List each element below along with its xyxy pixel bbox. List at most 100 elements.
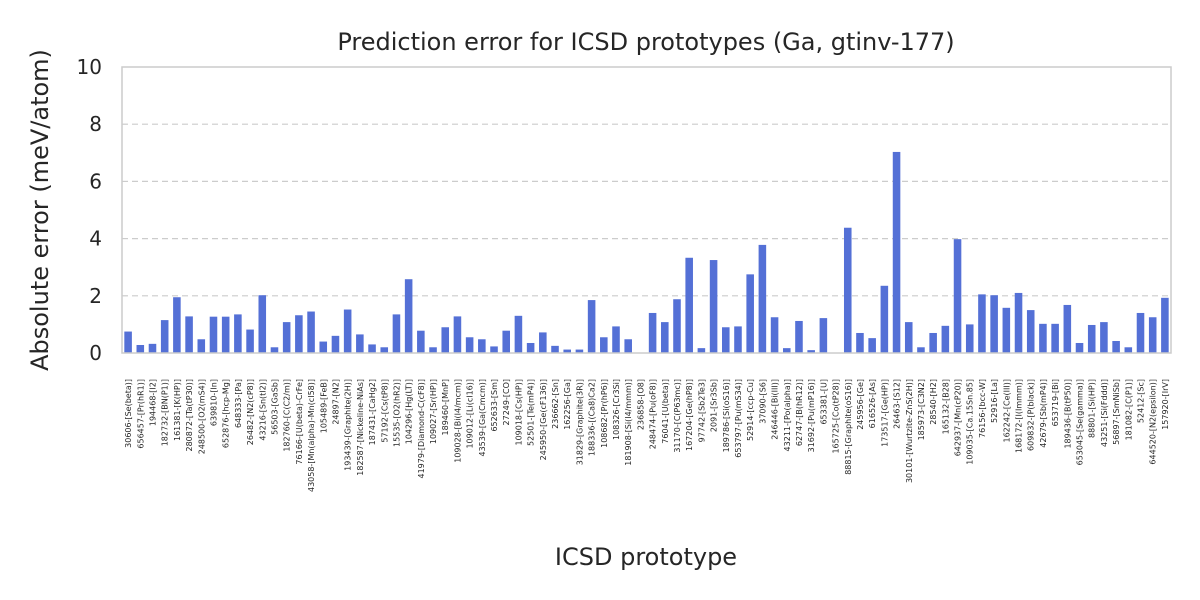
x-tick-label: 57192-[Cs(tP8)] — [380, 379, 389, 443]
x-tick-label: 185973-[C3N2] — [917, 379, 926, 440]
bar — [868, 338, 876, 353]
x-tick-label: 165725-[Co(tP28)] — [832, 379, 841, 454]
bar — [539, 332, 547, 353]
x-tick-label: 108682-[Pr(hP6)] — [600, 379, 609, 448]
bar — [770, 317, 779, 353]
bar — [197, 339, 206, 353]
x-tick-label: 616526-[As] — [868, 379, 877, 428]
bar — [722, 327, 730, 353]
x-tick-label: 182732-[BN(P1)] — [161, 379, 170, 446]
x-tick-label: 109012-[Li(cI16)] — [466, 379, 475, 449]
x-tick-label: 52914-[ccp-Cu] — [746, 379, 755, 441]
bar — [136, 344, 145, 353]
x-tick-label: 182587-[Nickeline-NiAs] — [356, 379, 365, 476]
bar — [173, 297, 181, 353]
x-tick-label: 97742-[Sb2Te3] — [697, 379, 706, 442]
bar — [368, 344, 376, 353]
x-tick-label: 653045-[Se(gamma)] — [1076, 379, 1085, 465]
bar — [380, 347, 389, 353]
y-tick-label: 6 — [89, 169, 102, 193]
bar — [685, 257, 693, 353]
bar — [221, 316, 230, 353]
bar — [612, 326, 620, 353]
x-tick-label: 194468-[I2] — [148, 379, 157, 426]
bar — [551, 345, 559, 353]
x-tick-label: 189786-[Si(oS16)] — [722, 379, 731, 452]
bar — [575, 349, 584, 353]
bar — [526, 342, 535, 353]
x-tick-label: 26482-[N2(cP8)] — [246, 379, 255, 445]
bar — [514, 315, 523, 353]
x-tick-label: 31692-[Pu(mP16)] — [807, 379, 816, 452]
bar — [782, 348, 791, 353]
y-tick-label: 8 — [89, 112, 102, 136]
bar — [978, 294, 986, 353]
x-tick-label: 193439-[Graphite(2H)] — [344, 379, 353, 471]
bar — [587, 300, 596, 353]
x-tick-label: 188336-[(Ca8)Ca2] — [588, 379, 597, 456]
x-tick-label: 181082-[C(P1)] — [1124, 379, 1133, 440]
bar — [417, 330, 425, 353]
x-tick-label: 653381-[U] — [819, 379, 828, 425]
x-tick-label: 653719-[Bi] — [1051, 379, 1060, 426]
x-tick-label: 15535-[O2(hR2)] — [392, 379, 401, 447]
x-tick-label: 42679-[Sb(mP4)] — [1039, 379, 1048, 448]
bar — [246, 329, 254, 353]
x-tick-label: 105489-[FeB] — [319, 379, 328, 433]
x-tick-label: 62747-[B(hR12)] — [795, 379, 804, 446]
x-tick-label: 644520-[N2(epsilon)] — [1149, 379, 1158, 465]
bar — [1063, 304, 1072, 353]
x-tick-label: 165132-[B28] — [941, 379, 950, 434]
x-tick-label: 2091-[Sr3Sb] — [710, 379, 719, 432]
bar — [502, 330, 511, 353]
bar — [1112, 340, 1120, 353]
x-tick-label: 162242-[Ce(III)] — [1002, 379, 1011, 443]
x-tick-label: 88801-[Si(HP)] — [1088, 379, 1097, 438]
bar — [673, 299, 681, 353]
bar — [843, 227, 852, 353]
x-tick-label: 245956-[Ge] — [856, 379, 865, 430]
y-tick-label: 2 — [89, 284, 102, 308]
bar — [990, 295, 998, 353]
x-tick-label: 88815-[Graphite(oS16)] — [844, 379, 853, 475]
x-tick-label: 609832-[P(black)] — [1027, 379, 1036, 451]
x-tick-label: 24897-[N2] — [331, 379, 340, 425]
y-tick-label: 10 — [77, 55, 102, 79]
bar — [917, 347, 925, 353]
x-tick-label: 37090-[S6] — [758, 379, 767, 424]
bar — [465, 337, 474, 353]
x-tick-label: 652876-[hcp-Mg] — [222, 379, 231, 448]
x-tick-label: 109027-[Sr(HP)] — [429, 379, 438, 444]
bar — [1136, 312, 1145, 353]
x-tick-label: 187431-[CaHg2] — [368, 379, 377, 445]
bar — [1148, 317, 1157, 353]
bar — [1026, 310, 1035, 353]
x-tick-label: 173517-[Ge(HP)] — [880, 379, 889, 447]
x-tick-label: 31170-[C(P63mc)] — [673, 379, 682, 453]
bar — [1051, 323, 1059, 353]
chart-title: Prediction error for ICSD prototypes (Ga… — [337, 28, 954, 56]
x-tick-label: 157920-[IrV] — [1161, 379, 1170, 430]
y-tick-labels: 0 2 4 6 8 10 — [77, 55, 102, 365]
bar — [356, 334, 364, 353]
x-tick-label: 236662-[Sn] — [551, 379, 560, 429]
x-tick-label: 109035-[Ca.15Sn.85] — [966, 379, 975, 465]
bar — [1039, 323, 1047, 353]
x-tick-label: 52501-[Te(mP4)] — [527, 379, 536, 446]
bar — [856, 332, 864, 353]
x-tick-label: 248474-[Pu(oF8)] — [649, 379, 658, 449]
x-tick-label: 109018-[Cs(HP)] — [514, 379, 523, 446]
x-tick-label: 648333-[Pa] — [234, 379, 243, 428]
x-tick-label: 161381-[K(HP)] — [173, 379, 182, 441]
bar — [1124, 347, 1133, 353]
bar — [270, 347, 279, 353]
x-tick-label: 236858-[O8] — [636, 379, 645, 430]
bar — [453, 316, 462, 353]
bar — [1087, 324, 1096, 353]
bar — [624, 339, 632, 353]
x-tick-label: 43539-[Ga(Cmcm)] — [478, 379, 487, 457]
x-tick-label: 280872-[Ta(tP30)] — [185, 379, 194, 452]
bar — [209, 316, 218, 353]
x-tick-label: 162256-[Ga] — [563, 379, 572, 430]
bar — [734, 326, 742, 353]
